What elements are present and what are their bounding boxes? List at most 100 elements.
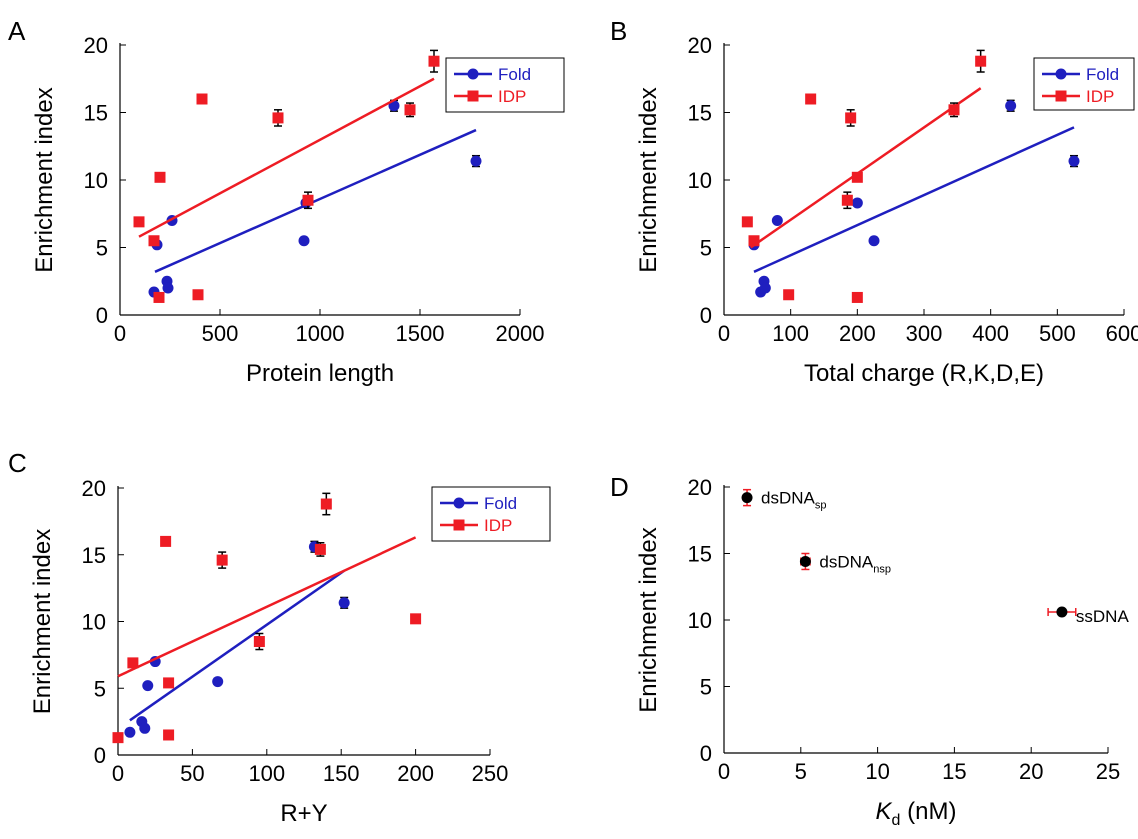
idp-point	[404, 104, 416, 116]
y-axis-title: Enrichment index	[635, 527, 662, 712]
y-axis-title: Enrichment index	[31, 87, 58, 272]
idp-point	[160, 535, 172, 547]
idp-point	[805, 93, 817, 105]
legend-label: IDP	[498, 87, 526, 106]
legend-label: Fold	[1086, 65, 1119, 84]
y-tick-label: 5	[96, 236, 108, 261]
y-tick-label: 20	[688, 33, 712, 58]
x-tick-label: 0	[112, 761, 124, 786]
fold-point	[759, 282, 771, 294]
y-tick-label: 10	[84, 168, 108, 193]
legend-box	[1033, 57, 1135, 111]
y-tick-label: 0	[94, 743, 106, 768]
x-tick-label: 400	[972, 321, 1009, 346]
y-axis-title: Enrichment index	[29, 529, 56, 714]
x-tick-label: 1500	[396, 321, 445, 346]
y-tick-label: 10	[688, 168, 712, 193]
data-point	[741, 492, 753, 504]
fold-point	[139, 722, 151, 734]
x-tick-label: 500	[202, 321, 239, 346]
fold-point	[162, 282, 174, 294]
x-tick-label: 10	[865, 759, 889, 784]
x-tick-label: 250	[472, 761, 509, 786]
legend-label: IDP	[484, 516, 512, 535]
legend-marker	[1055, 68, 1067, 80]
y-tick-label: 10	[688, 608, 712, 633]
fold-point	[470, 155, 482, 167]
x-tick-label: 300	[906, 321, 943, 346]
idp-point	[196, 93, 208, 105]
x-tick-label: 150	[323, 761, 360, 786]
x-tick-label: 50	[180, 761, 204, 786]
x-axis-title: Total charge (R,K,D,E)	[804, 360, 1044, 387]
x-tick-label: 5	[795, 759, 807, 784]
idp-point	[975, 55, 987, 67]
legend-marker	[453, 497, 465, 509]
idp-point	[272, 112, 284, 124]
x-tick-label: 100	[772, 321, 809, 346]
idp-point	[216, 554, 228, 566]
x-tick-label: 200	[839, 321, 876, 346]
fold-point	[212, 676, 224, 688]
legend-marker	[453, 519, 465, 531]
idp-point	[783, 289, 795, 301]
x-tick-label: 20	[1019, 759, 1043, 784]
idp-point	[253, 636, 265, 648]
legend-marker	[467, 90, 479, 102]
panel-a: 0 500 1000 1500 2000 0 5 10 15 20 Protein length En…	[31, 33, 565, 387]
idp-point	[320, 498, 332, 510]
idp-point	[112, 732, 124, 744]
legend-marker	[467, 68, 479, 80]
y-tick-label: 15	[688, 542, 712, 567]
fold-point	[1005, 100, 1017, 112]
y-tick-label: 5	[700, 236, 712, 261]
fold-point	[298, 235, 310, 247]
fold-point	[142, 680, 154, 692]
idp-point	[428, 55, 440, 67]
x-tick-label: 2000	[496, 321, 545, 346]
idp-point	[841, 194, 853, 206]
idp-point	[153, 291, 165, 303]
data-point	[799, 555, 811, 567]
idp-point	[127, 657, 139, 669]
x-axis-title: R+Y	[280, 800, 327, 827]
panel-b: 0 100 200 300 400 500 600 0 5 10 15 20 Total charge …	[635, 33, 1138, 387]
x-tick-label: 500	[1039, 321, 1076, 346]
panel-c: 0 50 100 150 200 250 0 5 10 15 20 R+Y Enrichment ind…	[29, 476, 551, 827]
y-tick-label: 20	[688, 475, 712, 500]
idp-point	[748, 235, 760, 247]
legend-box	[431, 486, 551, 542]
y-tick-label: 5	[94, 676, 106, 701]
x-tick-label: 0	[718, 321, 730, 346]
idp-point	[314, 543, 326, 555]
point-label: dsDNAnsp	[819, 552, 891, 575]
x-axis-title: Kd (nM)	[876, 798, 957, 829]
legend-box	[445, 57, 565, 113]
panel-label-a: A	[8, 16, 26, 46]
y-tick-label: 15	[84, 101, 108, 126]
idp-point	[948, 104, 960, 116]
fold-fit-line	[753, 126, 1075, 273]
x-tick-label: 0	[718, 759, 730, 784]
x-tick-label: 15	[942, 759, 966, 784]
legend-label: Fold	[498, 65, 531, 84]
fold-point	[868, 235, 880, 247]
fold-fit-line	[154, 128, 477, 273]
fold-point	[124, 726, 136, 738]
x-tick-label: 100	[248, 761, 285, 786]
panel-label-c: C	[8, 448, 27, 478]
y-tick-label: 20	[84, 33, 108, 58]
panel-label-d: D	[610, 472, 629, 502]
idp-point	[148, 235, 160, 247]
fold-fit-line	[129, 569, 345, 722]
idp-point	[302, 194, 314, 206]
fold-point	[1068, 155, 1080, 167]
y-tick-label: 15	[82, 543, 106, 568]
legend-label: IDP	[1086, 87, 1114, 106]
y-tick-label: 15	[688, 101, 712, 126]
x-tick-label: 0	[114, 321, 126, 346]
idp-point	[851, 291, 863, 303]
point-label: dsDNAsp	[761, 489, 826, 512]
x-axis-title: Protein length	[246, 360, 394, 387]
